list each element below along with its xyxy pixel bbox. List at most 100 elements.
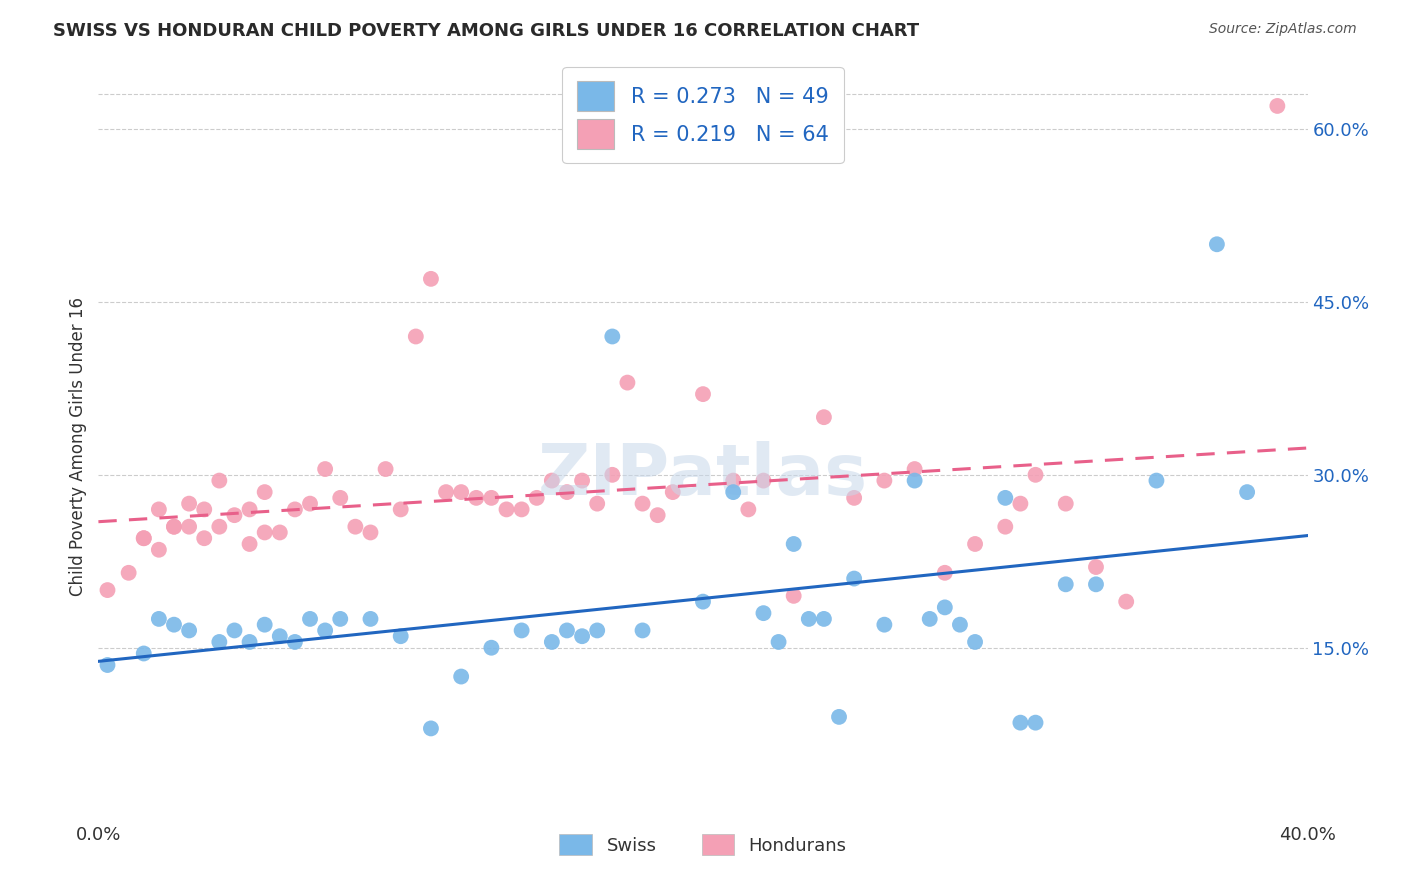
Point [360, 525, 382, 540]
Point [602, 329, 624, 343]
Point [299, 612, 322, 626]
Point [783, 589, 806, 603]
Point [360, 612, 382, 626]
Point [132, 647, 155, 661]
Point [253, 525, 276, 540]
Point [434, 485, 457, 500]
Point [783, 537, 806, 551]
Point [420, 272, 443, 286]
Point [647, 508, 669, 523]
Point [179, 624, 201, 638]
Point [828, 710, 851, 724]
Point [631, 624, 654, 638]
Point [1024, 715, 1046, 730]
Point [284, 635, 307, 649]
Point [918, 612, 941, 626]
Point [540, 474, 562, 488]
Point [723, 474, 745, 488]
Point [450, 485, 472, 500]
Point [965, 635, 987, 649]
Y-axis label: Child Poverty Among Girls Under 16: Child Poverty Among Girls Under 16 [69, 296, 87, 596]
Point [873, 474, 896, 488]
Point [586, 497, 609, 511]
Point [148, 542, 170, 557]
Point [269, 629, 291, 643]
Point [148, 612, 170, 626]
Point [526, 491, 548, 505]
Point [692, 594, 714, 608]
Point [965, 537, 987, 551]
Point [1206, 237, 1229, 252]
Point [239, 635, 262, 649]
Point [405, 329, 427, 343]
Point [949, 617, 972, 632]
Point [329, 612, 352, 626]
Point [208, 519, 231, 533]
Point [118, 566, 141, 580]
Point [661, 485, 683, 500]
Point [1054, 577, 1077, 591]
Point [208, 635, 231, 649]
Point [1115, 594, 1137, 608]
Point [752, 606, 775, 620]
Point [1024, 467, 1046, 482]
Point [540, 635, 562, 649]
Point [163, 617, 186, 632]
Point [481, 640, 503, 655]
Point [1144, 474, 1167, 488]
Point [844, 572, 866, 586]
Point [465, 491, 488, 505]
Point [253, 617, 276, 632]
Point [873, 617, 896, 632]
Point [148, 502, 170, 516]
Point [1010, 715, 1032, 730]
Point [314, 462, 336, 476]
Point [420, 722, 443, 736]
Point [586, 624, 609, 638]
Text: Source: ZipAtlas.com: Source: ZipAtlas.com [1209, 22, 1357, 37]
Point [510, 624, 533, 638]
Point [1085, 560, 1108, 574]
Point [269, 525, 291, 540]
Point [1267, 99, 1289, 113]
Point [96, 658, 118, 673]
Point [510, 502, 533, 516]
Point [994, 491, 1017, 505]
Point [224, 624, 246, 638]
Point [1010, 497, 1032, 511]
Point [904, 474, 927, 488]
Point [813, 612, 835, 626]
Point [193, 531, 215, 545]
Point [904, 462, 927, 476]
Point [602, 467, 624, 482]
Point [132, 531, 155, 545]
Point [994, 519, 1017, 533]
Point [163, 519, 186, 533]
Point [813, 410, 835, 425]
Point [389, 502, 412, 516]
Point [844, 491, 866, 505]
Point [299, 497, 322, 511]
Point [737, 502, 759, 516]
Point [481, 491, 503, 505]
Text: SWISS VS HONDURAN CHILD POVERTY AMONG GIRLS UNDER 16 CORRELATION CHART: SWISS VS HONDURAN CHILD POVERTY AMONG GI… [53, 22, 920, 40]
Point [934, 600, 956, 615]
Point [344, 519, 367, 533]
Point [723, 485, 745, 500]
Point [1236, 485, 1258, 500]
Point [284, 502, 307, 516]
Point [768, 635, 790, 649]
Point [179, 497, 201, 511]
Point [132, 531, 155, 545]
Point [934, 566, 956, 580]
Point [752, 474, 775, 488]
Legend: Swiss, Hondurans: Swiss, Hondurans [551, 825, 855, 864]
Point [329, 491, 352, 505]
Point [253, 485, 276, 500]
Point [96, 583, 118, 598]
Point [163, 519, 186, 533]
Point [555, 624, 578, 638]
Text: ZIPatlas: ZIPatlas [538, 442, 868, 510]
Point [314, 624, 336, 638]
Point [692, 387, 714, 401]
